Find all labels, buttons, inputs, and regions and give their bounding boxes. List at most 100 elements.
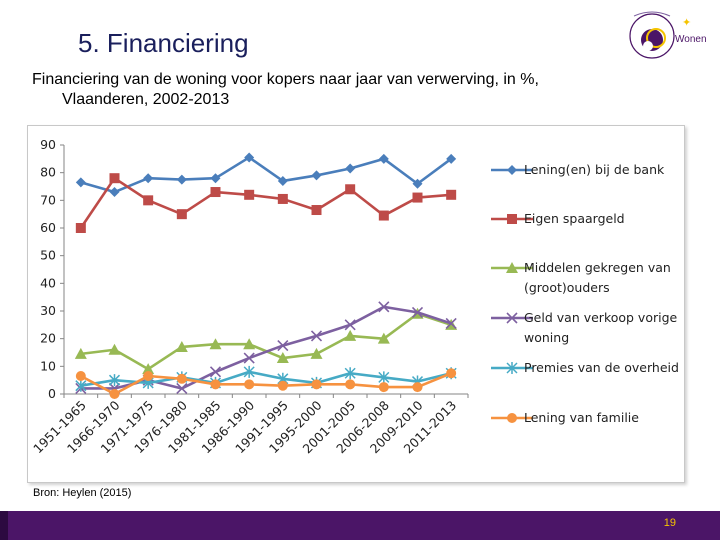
- data-point: [243, 365, 255, 378]
- series-line-1: [80, 156, 452, 194]
- data-point: [209, 338, 222, 350]
- legend-label: Premies van de overheid: [524, 360, 679, 375]
- footer-accent: [0, 511, 8, 540]
- data-point: [277, 340, 289, 352]
- data-point: [210, 379, 221, 390]
- data-point: [75, 177, 86, 188]
- legend-label: Lening van familie: [524, 410, 639, 425]
- legend-marker: [507, 214, 517, 224]
- y-tick-label: 80: [40, 165, 56, 180]
- data-point: [209, 366, 222, 378]
- data-point: [143, 371, 154, 382]
- page-number: 19: [663, 517, 676, 529]
- data-point: [377, 332, 390, 344]
- legend-label: Geld van verkoop vorige woning: [524, 310, 678, 345]
- data-point: [412, 192, 423, 203]
- logo-text: Wonen: [675, 34, 707, 45]
- data-point: [210, 187, 221, 198]
- data-point: [143, 195, 154, 206]
- data-point: [344, 329, 357, 341]
- subtitle-line-1: Financiering van de woning voor kopers n…: [32, 71, 539, 88]
- data-point: [378, 382, 389, 393]
- data-point: [345, 163, 356, 174]
- logo-arc: [633, 11, 671, 17]
- y-tick-label: 50: [40, 248, 56, 263]
- legend-marker: [507, 413, 517, 423]
- footer-bar: 19: [0, 511, 720, 540]
- chart-container: 0 10 20 30 40 50 60 70 80 90 1951-1965 1966-1970 197…: [27, 125, 685, 483]
- legend-marker: [506, 362, 518, 374]
- data-point: [143, 173, 154, 184]
- data-point: [277, 380, 288, 391]
- data-point: [175, 340, 188, 352]
- data-point: [109, 173, 120, 184]
- data-point: [378, 210, 389, 221]
- data-point: [378, 301, 390, 313]
- data-point: [378, 153, 389, 164]
- data-point: [344, 319, 356, 331]
- data-point: [244, 152, 255, 163]
- data-point: [176, 174, 187, 185]
- y-tick-label: 20: [40, 331, 56, 346]
- data-point: [276, 352, 289, 364]
- data-point: [345, 184, 356, 195]
- series-line-6: [80, 372, 452, 396]
- data-point: [75, 371, 86, 382]
- data-point: [142, 363, 155, 375]
- data-point: [311, 205, 322, 216]
- series-line-3: [80, 312, 452, 371]
- data-point: [446, 189, 457, 200]
- data-point: [412, 382, 423, 393]
- data-point: [277, 175, 288, 186]
- legend-marker: [506, 312, 518, 324]
- logo-ring-outer: [629, 13, 675, 59]
- data-point: [75, 379, 87, 392]
- wonen-logo: Wonen ✦: [629, 11, 707, 59]
- data-point: [108, 343, 121, 355]
- y-tick-label: 30: [40, 303, 56, 318]
- data-point: [277, 193, 288, 204]
- data-point: [243, 352, 255, 364]
- data-point: [311, 170, 322, 181]
- data-point: [109, 389, 120, 399]
- y-tick-label: 0: [48, 386, 56, 401]
- subtitle-line-2: Vlaanderen, 2002-2013: [62, 91, 230, 108]
- chart-subtitle: Financiering van de woning voor kopers n…: [32, 70, 632, 110]
- data-point: [411, 306, 424, 318]
- data-point: [109, 187, 120, 198]
- y-tick-label: 90: [40, 137, 56, 152]
- legend-label: Eigen spaargeld: [524, 211, 625, 226]
- legend-marker: [507, 165, 517, 175]
- data-point: [176, 382, 188, 395]
- legend-label: Lening(en) bij de bank: [524, 162, 665, 177]
- data-point: [446, 368, 457, 379]
- data-point: [243, 338, 256, 350]
- line-chart: 01020304050607080901951-19651966-1970197…: [30, 137, 679, 456]
- data-point: [176, 373, 187, 384]
- data-point: [244, 189, 255, 200]
- data-point: [310, 330, 323, 342]
- data-point: [344, 367, 356, 380]
- data-point: [210, 173, 221, 184]
- data-point: [412, 178, 423, 189]
- series-line-2: [79, 176, 452, 229]
- source-note: Bron: Heylen (2015): [33, 487, 132, 499]
- data-point: [108, 374, 121, 387]
- y-tick-label: 70: [40, 192, 56, 207]
- data-point: [378, 371, 390, 384]
- data-point: [445, 317, 457, 330]
- data-point: [446, 153, 457, 164]
- data-point: [244, 379, 255, 390]
- legend-marker: [506, 262, 518, 273]
- data-point: [74, 347, 87, 359]
- y-tick-label: 10: [40, 358, 56, 373]
- data-point: [75, 223, 86, 233]
- y-tick-label: 60: [40, 220, 56, 235]
- logo-star-icon: ✦: [682, 16, 691, 29]
- slide-title: 5. Financiering: [78, 28, 249, 58]
- series-line-5: [80, 370, 452, 387]
- logo-dot: [643, 41, 653, 51]
- data-point: [345, 379, 356, 390]
- data-point: [310, 347, 323, 359]
- data-point: [176, 209, 187, 220]
